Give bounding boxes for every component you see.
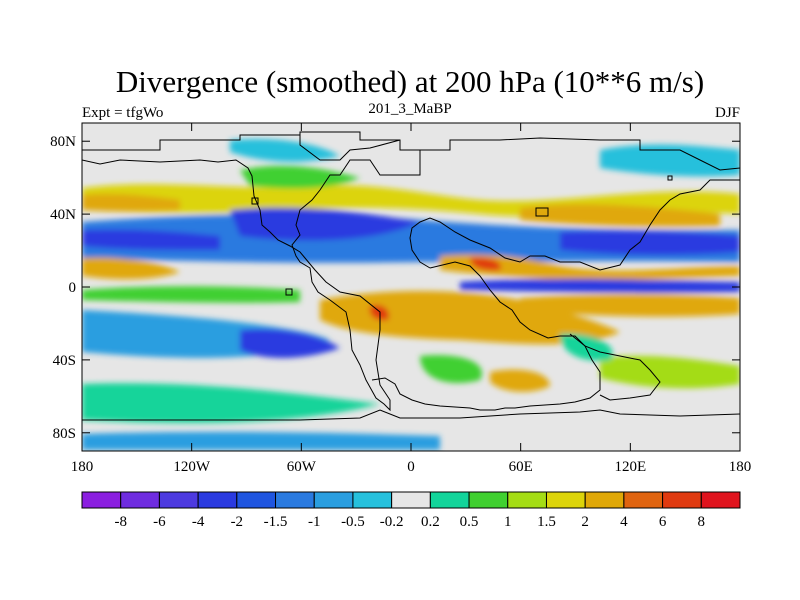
- field-band-equator-neg: [460, 278, 740, 293]
- colorbar-box: [429, 491, 470, 509]
- colorbar-label: 8: [698, 514, 706, 530]
- colorbar-label: -2: [231, 514, 244, 530]
- colorbar-box: [236, 491, 277, 509]
- coastline-americas: [82, 131, 421, 412]
- x-tick-label: 60W: [287, 459, 317, 475]
- field-sh-orange-africa-s: [490, 369, 550, 392]
- field-band-equator-green: [82, 286, 300, 303]
- colorbar-box: [158, 491, 199, 509]
- field-sh-red-spot: [369, 304, 389, 321]
- field-band-north-orange: [82, 193, 180, 212]
- colorbar-label: -1.5: [264, 514, 288, 530]
- colorbar-label: -0.2: [380, 514, 404, 530]
- field-sh-pos-large: [320, 291, 620, 345]
- right-string: DJF: [715, 105, 740, 121]
- colorbar-box: [313, 491, 354, 509]
- plot-area: [82, 123, 740, 451]
- x-tick-label: 60E: [509, 459, 533, 475]
- colorbar-box: [662, 491, 702, 509]
- colorbar-box: [197, 491, 238, 509]
- x-tick-label: 180: [71, 459, 94, 475]
- colorbar-box: [391, 491, 431, 509]
- x-tick-label: 120W: [173, 459, 211, 475]
- field-layer: [82, 138, 740, 450]
- field-arctic-neg: [600, 144, 740, 177]
- coastline-australia: [569, 333, 661, 401]
- coastline-island-4: [667, 175, 673, 181]
- left-string: Expt = tfgWo: [82, 105, 163, 121]
- center-string: 201_3_MaBP: [368, 101, 451, 117]
- colorbar-label: 1: [504, 514, 512, 530]
- x-tick-label: 120E: [614, 459, 646, 475]
- field-band-tropic-red-africa: [470, 257, 501, 271]
- y-tick-label: 40S: [53, 353, 76, 369]
- coastline-greenland: [299, 132, 401, 161]
- colorbar-box: [623, 491, 664, 509]
- field-arctic-neg2: [230, 138, 340, 162]
- x-tick-label: 180: [729, 459, 752, 475]
- field-band-subtrop-strong-neg2: [230, 207, 420, 241]
- colorbar-label: -1: [308, 514, 321, 530]
- field-band-subtrop-strong-neg3: [560, 230, 740, 255]
- y-axis-ticks: 80N 40N 0 40S 80S: [50, 134, 740, 442]
- coastline-africa: [371, 261, 601, 411]
- coastline-antarctica: [82, 409, 740, 421]
- chart-title: Divergence (smoothed) at 200 hPa (10**6 …: [116, 64, 704, 99]
- y-tick-label: 40N: [50, 207, 76, 223]
- field-band-north-green: [240, 165, 360, 189]
- colorbar-box: [352, 491, 393, 509]
- field-band-subtrop-strong-neg: [82, 229, 220, 250]
- colorbar-label: -8: [114, 514, 127, 530]
- field-band-north-orange-asia: [520, 204, 720, 227]
- colorbar-label: -4: [192, 514, 205, 530]
- colorbar-label: 6: [659, 514, 667, 530]
- colorbar: -8 -6 -4 -2 -1.5 -1 -0.5 -0.2 0.2 0.5 1 1.5 2 4 6 8: [81, 491, 741, 530]
- colorbar-label: -0.5: [341, 514, 365, 530]
- field-sh-green-indian: [560, 333, 613, 361]
- field-antarctic-neg: [82, 431, 440, 450]
- colorbar-label: 4: [620, 514, 628, 530]
- colorbar-box: [507, 491, 547, 509]
- y-tick-label: 80S: [53, 426, 76, 442]
- colorbar-label: -6: [153, 514, 166, 530]
- colorbar-label: 0.5: [460, 514, 479, 530]
- field-sh-green-atlantic: [420, 355, 482, 383]
- colorbar-box: [700, 491, 741, 509]
- field-band-tropic-pos-west: [82, 257, 180, 280]
- field-sh-neg-strong: [240, 328, 340, 358]
- colorbar-box: [81, 491, 122, 509]
- colorbar-box: [275, 491, 315, 509]
- colorbar-box: [584, 491, 625, 509]
- x-tick-label: 0: [407, 459, 415, 475]
- colorbar-box: [545, 491, 586, 509]
- colorbar-label: 0.2: [421, 514, 440, 530]
- colorbar-label: 1.5: [537, 514, 556, 530]
- y-tick-label: 80N: [50, 134, 76, 150]
- field-sh-pos-east: [520, 294, 740, 317]
- colorbar-box: [468, 491, 509, 509]
- coastline-island-1: [285, 288, 293, 296]
- colorbar-label: 2: [581, 514, 589, 530]
- field-sh-green-south: [82, 383, 380, 423]
- coastline-island-3: [535, 207, 549, 217]
- colorbar-box: [120, 491, 160, 509]
- x-axis-ticks: 180 120W 60W 0 60E 120E 180: [71, 123, 752, 475]
- coastlines: [82, 131, 740, 421]
- field-sh-yellow-east: [600, 355, 740, 389]
- coastline-island-2: [251, 197, 259, 205]
- coastline-eurasia: [409, 137, 740, 271]
- y-tick-label: 0: [69, 280, 77, 296]
